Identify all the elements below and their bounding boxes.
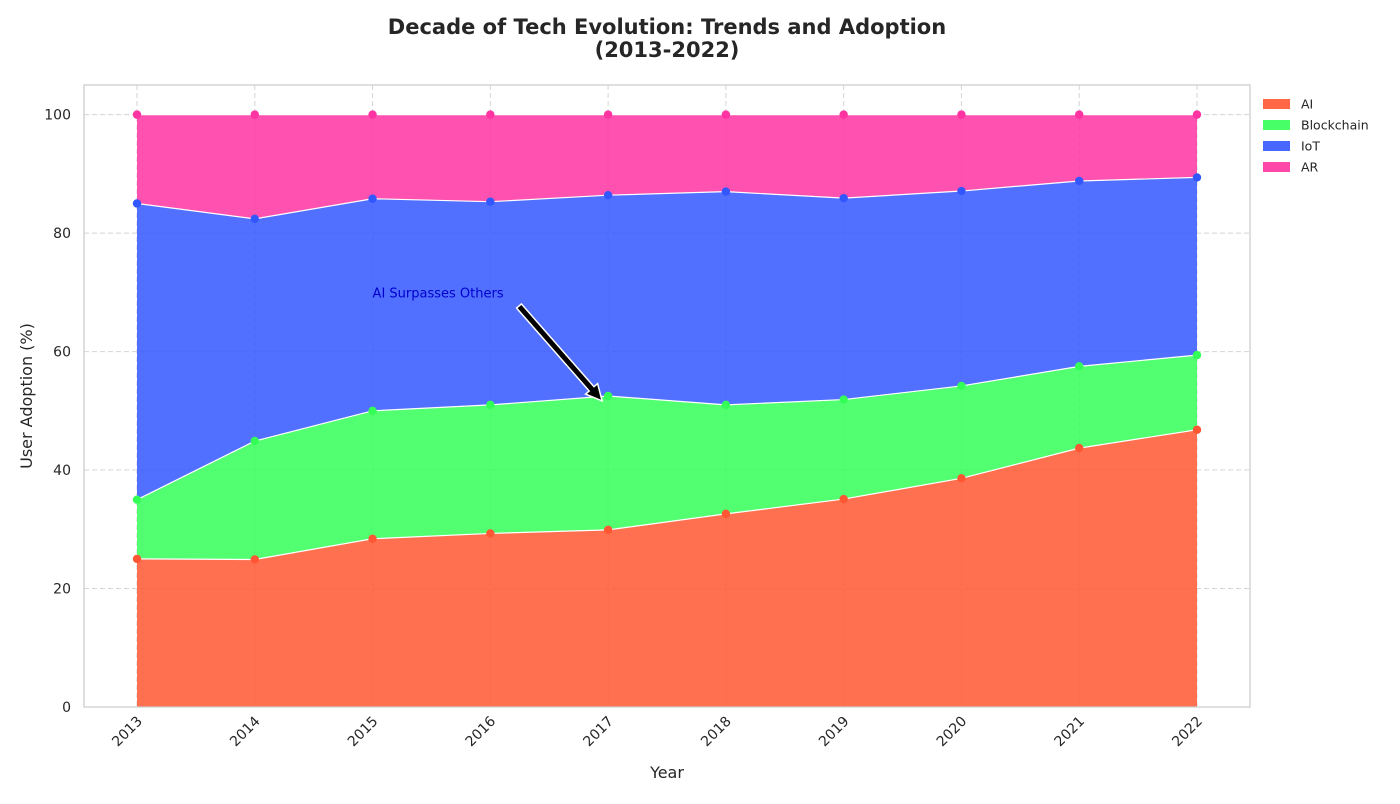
point-blockchain [1192, 350, 1202, 360]
point-ar [1192, 110, 1202, 119]
plot-border [83, 84, 1251, 708]
point-iot [839, 193, 848, 203]
annotation: AI Surpasses Others [373, 286, 604, 403]
x-tick-label: 2016 [463, 713, 500, 750]
point-ar [839, 110, 848, 119]
legend-item-iot: IoT [1263, 139, 1320, 154]
area-ar [137, 114, 1197, 219]
point-iot [721, 187, 731, 196]
x-tick-label: 2015 [345, 714, 382, 751]
annotation-arrow [515, 302, 604, 403]
chart-title-line: (2013-2022) [595, 38, 740, 62]
point-ar [250, 110, 259, 119]
y-tick-label: 20 [53, 582, 71, 598]
series-boundary-lines [136, 114, 1198, 561]
legend: AI Blockchain IoT AR [1263, 97, 1369, 175]
y-axis-ticks: 0 20 40 60 80 100 [44, 108, 71, 716]
legend-label: IoT [1301, 139, 1320, 154]
legend-item-ai: AI [1263, 97, 1313, 112]
point-ar [957, 110, 966, 119]
point-ar [368, 110, 377, 119]
point-iot [957, 186, 966, 196]
legend-item-blockchain: Blockchain [1263, 118, 1369, 133]
legend-swatch [1263, 120, 1290, 130]
point-iot [486, 197, 495, 206]
area-iot [137, 177, 1197, 500]
point-blockchain [957, 381, 966, 391]
line-iot [136, 176, 1198, 220]
point-ai [603, 525, 613, 535]
x-tick-label: 2022 [1169, 714, 1206, 751]
point-iot [132, 199, 142, 208]
area-blockchain [137, 355, 1197, 560]
legend-label: AR [1301, 160, 1319, 175]
point-iot [1075, 176, 1084, 186]
point-ai [368, 534, 377, 543]
point-ar [1075, 110, 1084, 119]
legend-label: AI [1301, 97, 1313, 112]
point-ai [132, 554, 142, 564]
point-ai [1192, 425, 1202, 434]
point-ai [250, 555, 259, 564]
y-tick-label: 60 [53, 345, 71, 361]
x-tick-label: 2014 [227, 713, 264, 750]
annotation-text: AI Surpasses Others [373, 286, 504, 301]
point-blockchain [132, 495, 142, 504]
point-ai [721, 509, 731, 519]
y-tick-label: 0 [62, 700, 71, 716]
x-tick-label: 2020 [934, 714, 971, 751]
x-tick-label: 2017 [580, 714, 617, 751]
point-iot [368, 194, 377, 203]
x-tick-label: 2019 [816, 714, 853, 751]
chart-title-line: Decade of Tech Evolution: Trends and Ado… [388, 15, 946, 39]
point-ar [132, 110, 142, 119]
point-ai [839, 494, 848, 504]
area-ai [137, 429, 1197, 707]
point-blockchain [603, 391, 613, 401]
point-ar [721, 110, 731, 119]
point-iot [250, 214, 259, 224]
x-tick-label: 2018 [698, 714, 735, 751]
legend-item-ar: AR [1263, 160, 1319, 175]
x-axis-label: Year [649, 763, 684, 782]
x-axis-ticks: 2013 2014 2015 2016 2017 2018 2019 2020 2021 2022 [109, 713, 1206, 750]
point-blockchain [486, 400, 495, 410]
point-blockchain [721, 400, 731, 410]
area-series [137, 114, 1197, 707]
y-tick-label: 40 [53, 463, 71, 479]
line-blockchain [136, 354, 1198, 501]
legend-swatch [1263, 99, 1290, 109]
point-ai [957, 474, 966, 483]
line-ai [136, 429, 1198, 561]
x-tick-label: 2013 [109, 714, 146, 751]
chart-title: Decade of Tech Evolution: Trends and Ado… [388, 15, 946, 62]
legend-swatch [1263, 162, 1290, 172]
point-blockchain [839, 395, 848, 404]
data-points [132, 110, 1202, 564]
y-tick-label: 80 [53, 226, 71, 242]
point-ai [1075, 443, 1084, 453]
point-blockchain [250, 436, 259, 446]
point-iot [603, 190, 613, 200]
legend-label: Blockchain [1301, 118, 1369, 133]
y-tick-label: 100 [44, 108, 71, 124]
point-ai [486, 529, 495, 538]
point-ar [603, 110, 613, 119]
x-tick-label: 2021 [1052, 714, 1089, 751]
y-axis-label: User Adoption (%) [17, 323, 36, 469]
legend-swatch [1263, 141, 1290, 151]
point-iot [1192, 173, 1202, 182]
point-ar [486, 110, 495, 119]
point-blockchain [368, 406, 377, 416]
point-blockchain [1075, 362, 1084, 371]
